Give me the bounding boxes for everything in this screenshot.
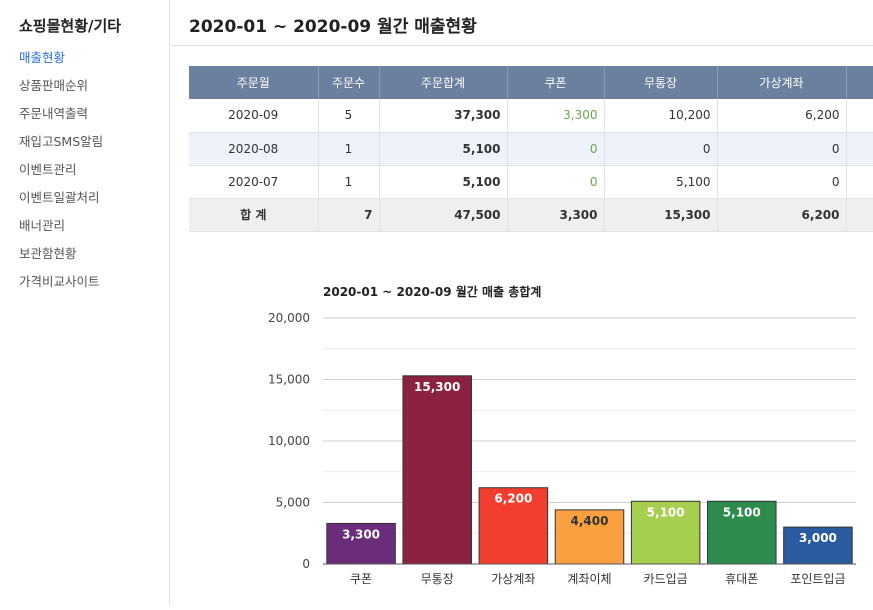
sidebar-item-order-print[interactable]: 주문내역출력 xyxy=(19,106,89,121)
col-header-order-total: 주문합계 xyxy=(379,66,508,99)
col-header-order-count: 주문수 xyxy=(318,66,380,99)
cell-virtual-account: 6,200 xyxy=(717,99,847,133)
cell-overflow xyxy=(846,99,873,133)
cell-overflow xyxy=(846,198,873,232)
total-virtual-account: 6,200 xyxy=(717,198,847,232)
cell-coupon: 0 xyxy=(507,165,605,199)
cell-virtual-account: 0 xyxy=(717,165,847,199)
x-category-label: 쿠폰 xyxy=(350,572,372,586)
table-row: 2020-07 1 5,100 0 5,100 0 xyxy=(189,165,873,199)
total-order-count: 7 xyxy=(318,198,380,232)
sidebar-item-product-ranking[interactable]: 상품판매순위 xyxy=(19,78,89,93)
cell-order-total: 37,300 xyxy=(379,99,508,133)
bar xyxy=(630,500,701,565)
bar-data-label: 5,100 xyxy=(723,505,761,519)
cell-order-total: 5,100 xyxy=(379,165,508,199)
cell-order-month: 2020-08 xyxy=(189,132,319,166)
cell-order-month: 2020-07 xyxy=(189,165,319,199)
x-category-label: 카드입금 xyxy=(644,572,688,586)
table-row: 2020-08 1 5,100 0 0 0 xyxy=(189,132,873,166)
y-tick-label: 20,000 xyxy=(268,311,310,325)
col-header-order-month: 주문월 xyxy=(189,66,319,99)
total-order-sum: 47,500 xyxy=(379,198,508,232)
sidebar-item-event-batch[interactable]: 이벤트일괄처리 xyxy=(19,190,100,205)
page-title: 2020-01 ~ 2020-09 월간 매출현황 xyxy=(189,17,477,37)
table-row: 2020-09 5 37,300 3,300 10,200 6,200 xyxy=(189,99,873,133)
total-coupon: 3,300 xyxy=(507,198,605,232)
x-category-label: 포인트입금 xyxy=(790,572,845,586)
y-tick-label: 5,000 xyxy=(276,496,310,510)
col-header-overflow xyxy=(846,66,873,99)
total-bank-deposit: 15,300 xyxy=(604,198,718,232)
bar-chart-svg: 2020-01 ~ 2020-09 월간 매출 총합계 0 5,000 10,000 1… xyxy=(268,284,856,586)
chart-title: 2020-01 ~ 2020-09 월간 매출 총합계 xyxy=(323,284,541,299)
main-content: 2020-01 ~ 2020-09 월간 매출현황 주문월 주문수 주문합계 쿠… xyxy=(171,0,873,606)
sidebar-item-sales-status[interactable]: 매출현황 xyxy=(19,50,66,65)
bar-data-label: 15,300 xyxy=(414,380,460,394)
y-tick-label: 0 xyxy=(302,557,310,571)
cell-coupon: 3,300 xyxy=(507,99,605,133)
bar xyxy=(326,522,396,565)
sales-chart: 2020-01 ~ 2020-09 월간 매출 총합계 0 5,000 10,000 1… xyxy=(171,270,873,606)
cell-overflow xyxy=(846,165,873,199)
bar xyxy=(478,487,549,565)
cell-bank-deposit: 0 xyxy=(604,132,718,166)
bar xyxy=(783,526,853,565)
cell-order-total: 5,100 xyxy=(379,132,508,166)
cell-coupon: 0 xyxy=(507,132,605,166)
cell-order-count: 5 xyxy=(318,99,380,133)
bar xyxy=(707,500,777,565)
cell-overflow xyxy=(846,132,873,166)
sidebar-item-wishlist-status[interactable]: 보관함현황 xyxy=(19,246,77,261)
x-category-label: 계좌이체 xyxy=(567,572,611,586)
sidebar-title: 쇼핑몰현황/기타 xyxy=(19,17,122,35)
bar-data-label: 4,400 xyxy=(571,514,609,528)
sales-table-container: 주문월 주문수 주문합계 쿠폰 무통장 가상계좌 2020-09 5 37,30… xyxy=(189,66,873,232)
total-label: 합 계 xyxy=(189,198,319,232)
title-divider xyxy=(171,45,873,46)
y-tick-label: 15,000 xyxy=(268,373,310,387)
sidebar: 쇼핑몰현황/기타 매출현황 상품판매순위 주문내역출력 재입고SMS알림 이벤트… xyxy=(0,0,170,606)
col-header-coupon: 쿠폰 xyxy=(507,66,605,99)
sidebar-item-banner-manage[interactable]: 배너관리 xyxy=(19,218,66,233)
cell-order-count: 1 xyxy=(318,165,380,199)
cell-order-month: 2020-09 xyxy=(189,99,319,133)
cell-order-count: 1 xyxy=(318,132,380,166)
bar-data-label: 6,200 xyxy=(494,492,532,506)
table-total-row: 합 계 7 47,500 3,300 15,300 6,200 xyxy=(189,198,873,232)
sidebar-item-event-manage[interactable]: 이벤트관리 xyxy=(19,162,77,177)
col-header-virtual-account: 가상계좌 xyxy=(717,66,847,99)
sidebar-menu: 매출현황 상품판매순위 주문내역출력 재입고SMS알림 이벤트관리 이벤트일괄처… xyxy=(19,48,103,300)
bar-data-label: 3,300 xyxy=(342,527,380,541)
bar xyxy=(402,375,472,565)
x-category-label: 휴대폰 xyxy=(725,572,758,586)
sidebar-item-price-compare[interactable]: 가격비교사이트 xyxy=(19,274,100,289)
bar-data-label: 5,100 xyxy=(647,505,685,519)
y-tick-label: 10,000 xyxy=(268,434,310,448)
x-category-label: 가상계좌 xyxy=(491,572,535,586)
sidebar-item-restock-sms[interactable]: 재입고SMS알림 xyxy=(19,134,104,149)
bar-data-label: 3,000 xyxy=(799,531,837,545)
table-header-row: 주문월 주문수 주문합계 쿠폰 무통장 가상계좌 xyxy=(189,66,873,99)
col-header-bank-deposit: 무통장 xyxy=(604,66,718,99)
bar xyxy=(554,509,625,565)
cell-bank-deposit: 10,200 xyxy=(604,99,718,133)
x-category-label: 무통장 xyxy=(421,572,454,586)
cell-virtual-account: 0 xyxy=(717,132,847,166)
cell-bank-deposit: 5,100 xyxy=(604,165,718,199)
sales-table: 주문월 주문수 주문합계 쿠폰 무통장 가상계좌 2020-09 5 37,30… xyxy=(189,66,873,232)
